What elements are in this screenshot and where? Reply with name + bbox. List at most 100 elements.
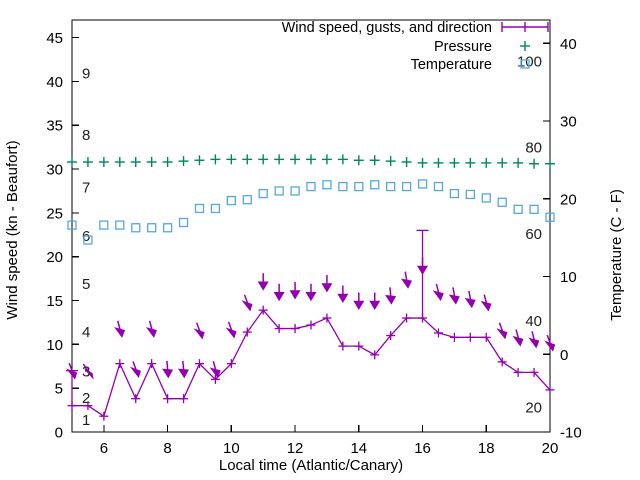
temperature-point: [226, 195, 236, 206]
wind-direction-arrow: [417, 257, 429, 275]
arrow-head: [464, 297, 476, 309]
temperature-point: [115, 220, 125, 230]
fahrenheit-scale-label: 20: [525, 399, 542, 416]
arrow-head: [337, 293, 349, 303]
arrow-head: [432, 290, 444, 301]
beaufort-scale-label: 8: [82, 127, 90, 144]
arrow-head: [385, 294, 397, 305]
y-tick-label: 0: [55, 425, 63, 442]
arrow-head: [496, 328, 508, 340]
y-tick-label: 30: [46, 162, 63, 179]
arrow-head: [225, 327, 237, 339]
arrow-head: [305, 291, 317, 302]
x-tick-label: 8: [163, 440, 171, 457]
temperature-point: [354, 181, 364, 192]
wind-direction-arrow: [464, 290, 476, 309]
temperature-point: [449, 188, 460, 199]
temperature-point: [99, 220, 109, 230]
y2-tick-label: 30: [560, 114, 577, 131]
beaufort-scale-label: 7: [82, 180, 90, 197]
temperature-point: [386, 181, 396, 192]
beaufort-scale-label: 3: [82, 364, 90, 381]
wind-direction-arrow: [177, 360, 190, 379]
beaufort-scale-label: 9: [82, 66, 90, 83]
x-tick-label: 16: [414, 440, 431, 457]
wind-direction-arrow: [193, 322, 205, 340]
fahrenheit-scale-label: 40: [525, 313, 542, 330]
y2-tick-label: 20: [560, 191, 577, 208]
arrow-head: [544, 340, 556, 352]
y-tick-label: 5: [55, 381, 63, 398]
beaufort-scale-label: 2: [82, 390, 90, 407]
series-group: [66, 154, 556, 421]
arrow-head: [273, 291, 285, 302]
x-tick-label: 18: [478, 440, 495, 457]
y-tick-label: 20: [46, 249, 63, 266]
temperature-point: [242, 195, 252, 205]
beaufort-scale-label: 5: [82, 276, 90, 293]
arrow-head: [369, 300, 381, 310]
temperature-point: [131, 223, 141, 233]
temperature-point: [258, 188, 268, 199]
temperature-point: [83, 235, 93, 245]
arrow-head: [353, 300, 365, 310]
temperature-point: [529, 204, 539, 214]
wind-direction-arrow: [225, 321, 237, 339]
axis-titles-group: Wind speed (kn - Beaufort) Temperature (…: [4, 140, 625, 474]
arrow-head: [512, 335, 524, 347]
plot-frame: [71, 19, 551, 433]
wind-direction-arrow: [353, 292, 365, 310]
temperature-point: [338, 181, 348, 192]
temperature-point: [178, 217, 189, 228]
temperature-point: [497, 197, 507, 207]
y-tick-label: 10: [46, 337, 63, 354]
arrow-head: [129, 366, 141, 378]
arrow-head: [528, 337, 540, 349]
temperature-point: [194, 203, 205, 214]
wind-direction-arrow: [66, 362, 78, 380]
temperature-point: [433, 181, 444, 192]
y-tick-label: 15: [46, 293, 63, 310]
y-axis-title: Wind speed (kn - Beaufort): [4, 140, 21, 319]
wind-direction-arrow: [448, 287, 460, 305]
temperature-point: [481, 193, 491, 203]
x-tick-label: 10: [223, 440, 240, 457]
legend-swatch-temperature: [520, 59, 530, 69]
arrow-head: [209, 367, 221, 379]
temperature-point: [306, 181, 316, 192]
wind-direction-arrow: [289, 281, 301, 300]
x-tick-label: 20: [542, 440, 559, 457]
wind-direction-arrow: [337, 285, 349, 303]
y2-tick-label: 10: [560, 269, 577, 286]
wind-direction-arrow: [241, 294, 253, 312]
wind-direction-arrow: [528, 331, 540, 349]
wind-direction-arrow: [114, 320, 126, 338]
y2-axis-title: Temperature (C - F): [608, 189, 625, 321]
temperature-point: [147, 223, 157, 233]
arrow-head: [417, 265, 429, 275]
y-tick-label: 35: [46, 118, 63, 135]
arrow-head: [162, 368, 174, 379]
legend-label-2: Pressure: [434, 39, 492, 55]
legend-group: Wind speed, gusts, and direction Pressure…: [282, 20, 549, 73]
y2-tick-label: 0: [560, 347, 568, 364]
fahrenheit-scale-label: 80: [525, 140, 542, 157]
wind-direction-arrow: [480, 294, 492, 312]
wind-direction-arrow: [496, 322, 508, 340]
temperature-point: [465, 189, 475, 200]
wind-direction-arrow: [257, 273, 269, 291]
fahrenheit-scale-label: 60: [525, 226, 542, 243]
y2-tick-label: 40: [560, 36, 577, 53]
y-tick-label: 45: [46, 30, 63, 47]
temperature-point: [290, 186, 300, 196]
beaufort-scale-label: 4: [82, 324, 90, 341]
y2-tick-label: -10: [560, 425, 582, 442]
arrow-head: [114, 327, 126, 338]
wind-direction-arrow: [400, 271, 413, 289]
arrow-head: [480, 300, 492, 312]
wind-direction-arrow: [162, 360, 174, 379]
temperature-point: [417, 179, 428, 189]
